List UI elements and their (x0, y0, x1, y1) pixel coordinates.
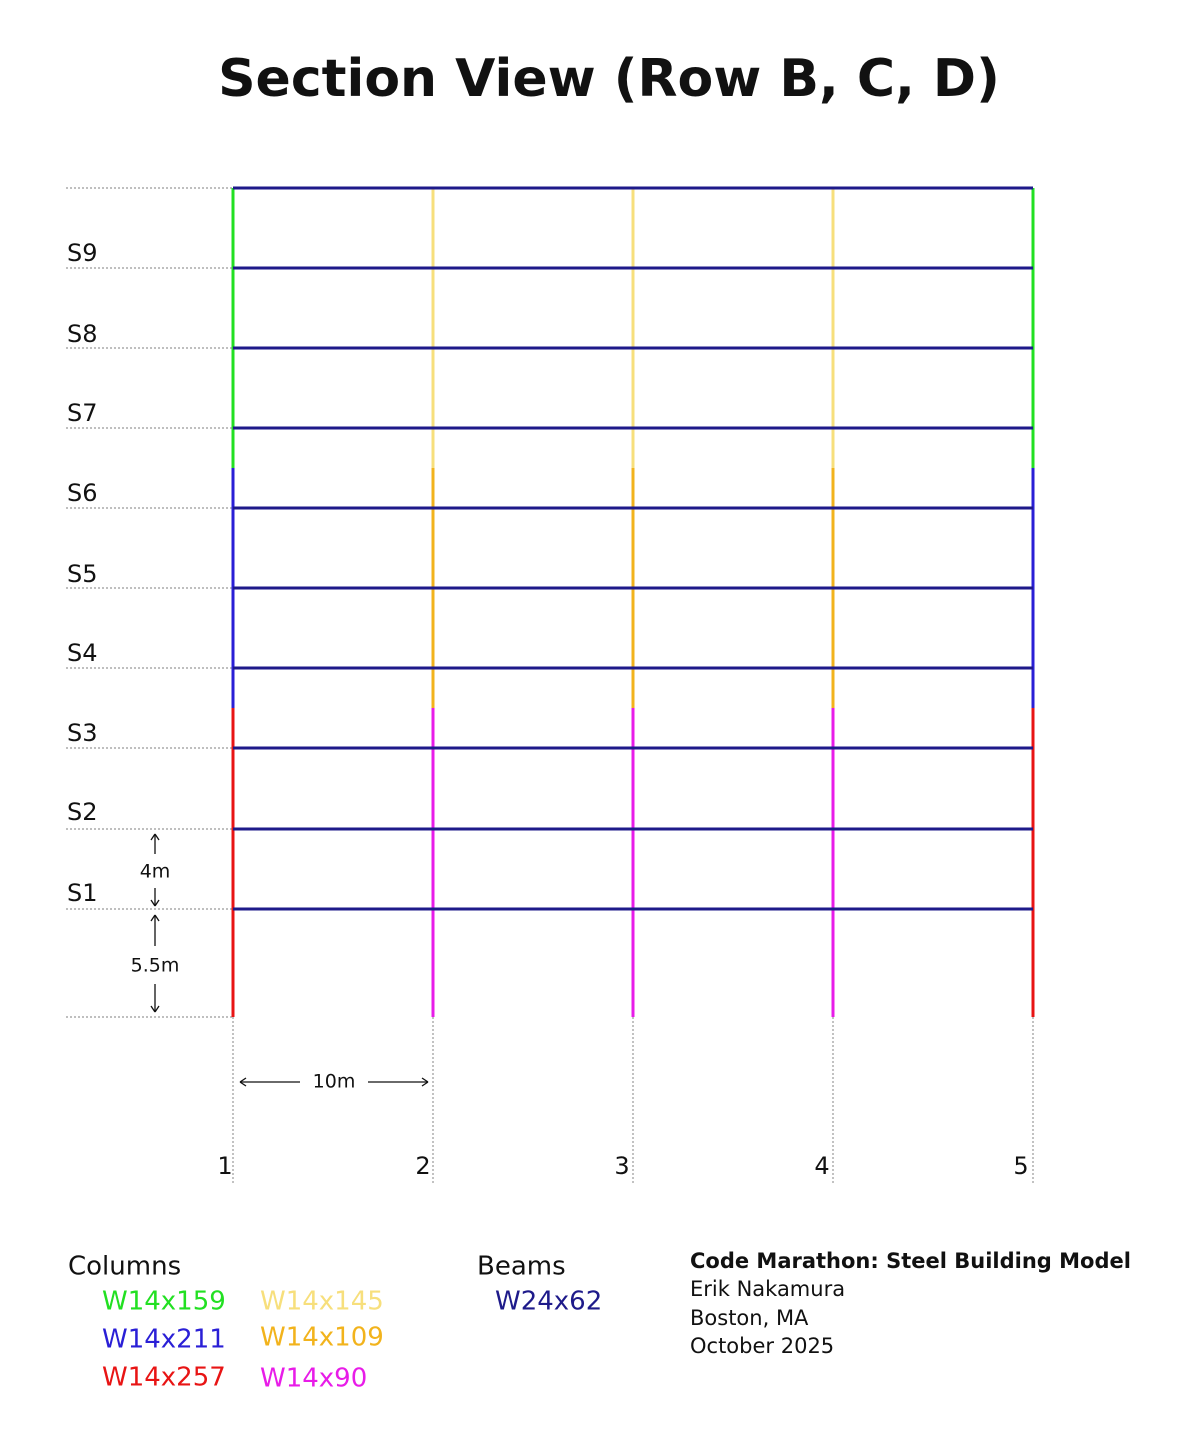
credit-author: Erik Nakamura (690, 1277, 845, 1301)
story-label: S9 (67, 239, 98, 267)
arrow-head (421, 1077, 429, 1083)
arrow-head (150, 914, 156, 922)
legend-item: W14x257 (102, 1363, 226, 1393)
grid-label: 2 (415, 1152, 430, 1180)
credit-location: Boston, MA (690, 1306, 809, 1330)
grid-label: 1 (217, 1152, 232, 1180)
story-label: S4 (67, 639, 98, 667)
story-label: S7 (67, 399, 98, 427)
story-label: S6 (67, 479, 98, 507)
story-label: S8 (67, 320, 98, 348)
legend-item: W14x90 (260, 1364, 367, 1394)
arrow-head (150, 899, 156, 907)
arrow-head (421, 1081, 429, 1087)
legend-item: W14x211 (102, 1325, 226, 1355)
arrow-head (154, 899, 160, 907)
credit-date: October 2025 (690, 1334, 834, 1358)
arrow-head (154, 914, 160, 922)
title: Section View (Row B, C, D) (218, 49, 1000, 109)
arrow-head (150, 1005, 156, 1013)
legend-title: Columns (68, 1252, 181, 1282)
grid-label: 4 (814, 1152, 829, 1180)
story-label: S5 (67, 560, 98, 588)
arrow-head (239, 1077, 247, 1083)
legend-item: W14x109 (260, 1323, 384, 1353)
frame (66, 186, 1035, 1185)
arrow-head (154, 1005, 160, 1013)
ground-height-label: 5.5m (131, 955, 180, 977)
grid-label: 5 (1013, 1152, 1028, 1180)
arrow-head (154, 833, 160, 841)
story-height-label: 4m (140, 861, 171, 883)
bay-width-label: 10m (313, 1071, 356, 1093)
legend-item: W24x62 (495, 1287, 602, 1317)
arrow-head (239, 1081, 247, 1087)
legend-item: W14x145 (260, 1287, 384, 1317)
story-label: S2 (67, 798, 98, 826)
story-label: S3 (67, 719, 98, 747)
credit-project: Code Marathon: Steel Building Model (690, 1249, 1131, 1273)
arrow-head (150, 833, 156, 841)
legend-item: W14x159 (102, 1287, 226, 1317)
grid-label: 3 (614, 1152, 629, 1180)
legend-title: Beams (477, 1252, 566, 1282)
story-label: S1 (67, 879, 98, 907)
